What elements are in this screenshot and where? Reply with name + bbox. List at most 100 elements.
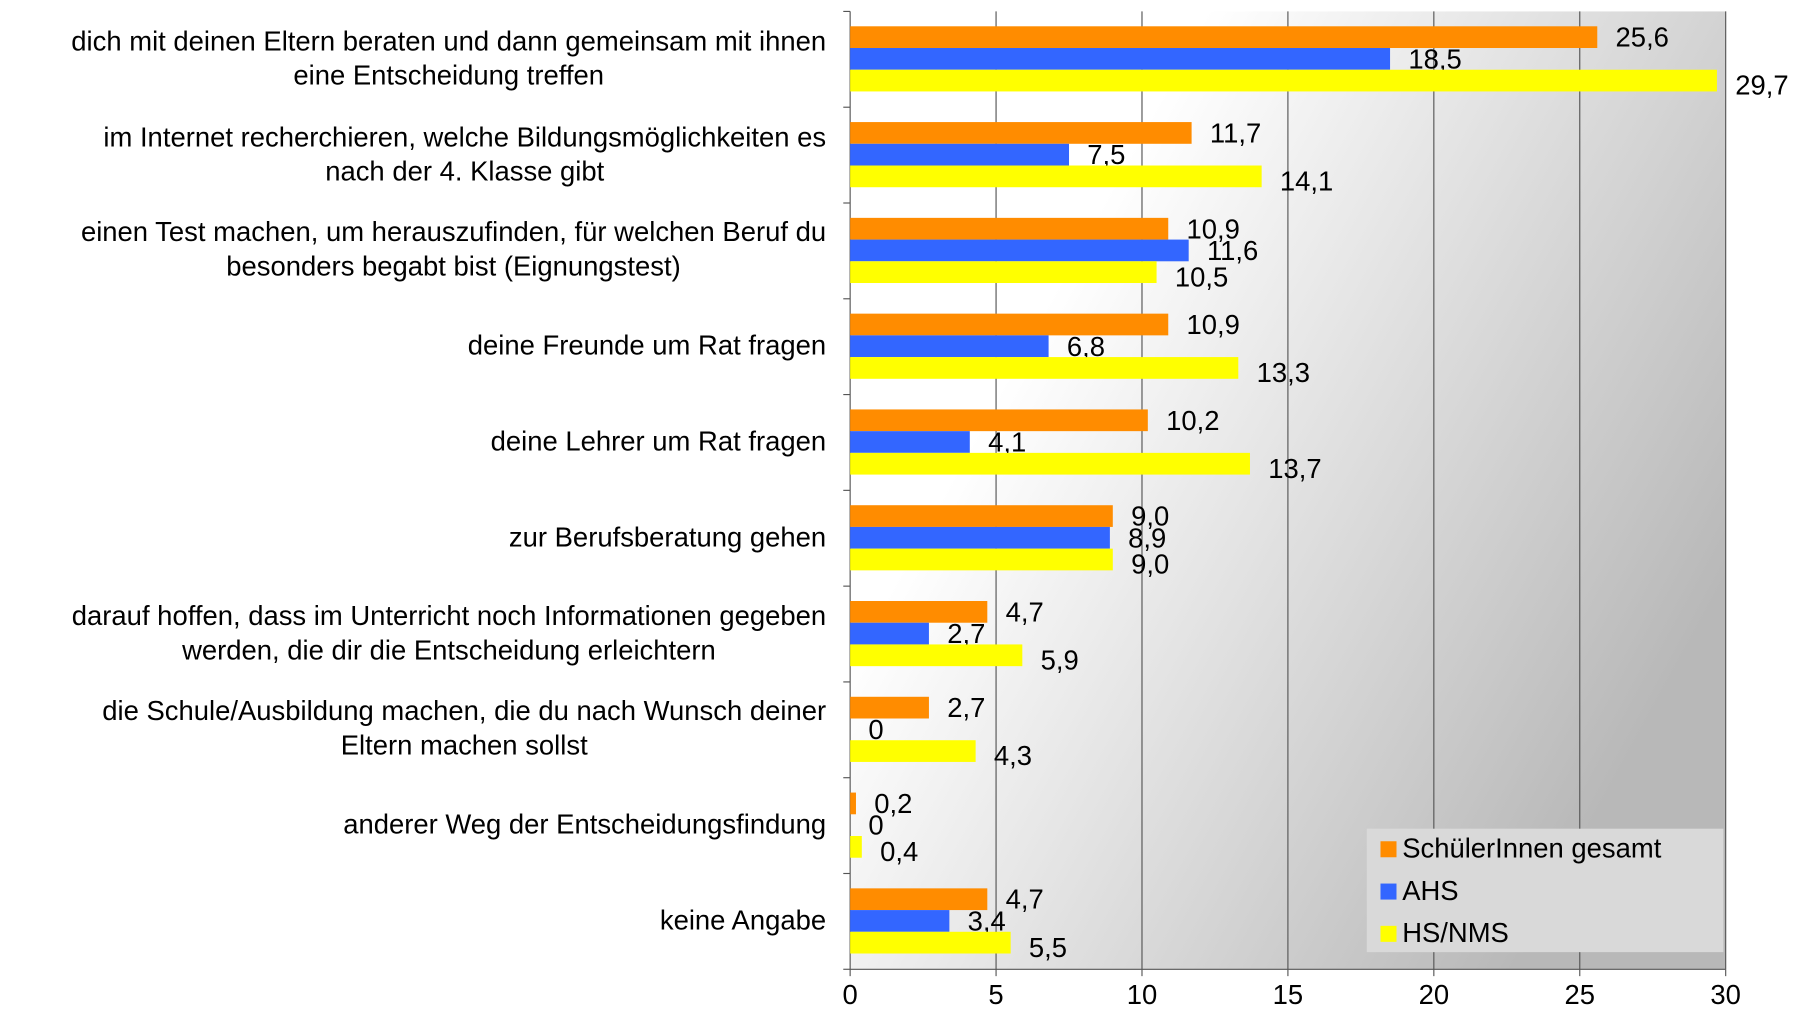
data-label: 10,2 bbox=[1166, 405, 1219, 436]
category-label-box: die Schule/Ausbildung machen, die du nac… bbox=[1, 682, 826, 778]
bar bbox=[850, 335, 1049, 358]
data-label: 4,7 bbox=[1006, 884, 1044, 915]
data-label: 8,9 bbox=[1128, 522, 1166, 553]
bar bbox=[850, 836, 862, 858]
category-label-wrap: die Schule/Ausbildung machen, die du nac… bbox=[1, 682, 826, 778]
bar bbox=[850, 239, 1189, 262]
y-tick-label: zur Berufsberatung gehen bbox=[508, 522, 827, 554]
x-tick-label: 25 bbox=[1565, 979, 1596, 1010]
x-tick-label: 15 bbox=[1273, 979, 1304, 1010]
category-label-wrap: deine Lehrer um Rat fragen bbox=[1, 395, 826, 491]
category-label-wrap: darauf hoffen, dass im Unterricht noch I… bbox=[1, 586, 826, 682]
data-label: 0,2 bbox=[874, 788, 912, 819]
bar bbox=[850, 452, 1250, 475]
legend-swatch bbox=[1380, 841, 1397, 858]
data-label: 11,7 bbox=[1210, 117, 1261, 148]
x-tick-label: 0 bbox=[843, 979, 858, 1010]
data-label: 0 bbox=[868, 714, 883, 745]
data-label: 2,7 bbox=[947, 692, 985, 723]
bar bbox=[850, 622, 929, 645]
category-label-wrap: einen Test machen, um herauszufinden, fü… bbox=[1, 203, 826, 299]
x-tick-label: 30 bbox=[1710, 979, 1741, 1010]
data-label: 11,6 bbox=[1207, 235, 1258, 266]
bar bbox=[850, 48, 1391, 70]
category-label-wrap: dich mit deinen Eltern beraten und dann … bbox=[1, 11, 826, 107]
data-label: 0,4 bbox=[880, 836, 918, 867]
bar bbox=[850, 644, 1023, 667]
data-label: 3,4 bbox=[968, 905, 1006, 936]
category-label-box: keine Angabe bbox=[1, 873, 826, 969]
category-label-box: darauf hoffen, dass im Unterricht noch I… bbox=[1, 586, 826, 682]
data-label: 10,9 bbox=[1187, 213, 1240, 244]
data-label: 18,5 bbox=[1408, 43, 1461, 74]
bar bbox=[850, 122, 1192, 144]
bar bbox=[850, 548, 1113, 571]
bar bbox=[850, 261, 1157, 284]
y-tick-label: deine Lehrer um Rat fragen bbox=[490, 426, 827, 458]
y-tick-label: deine Freunde um Rat fragen bbox=[467, 330, 827, 362]
data-label: 4,1 bbox=[988, 427, 1026, 458]
y-tick-label: die Schule/Ausbildung machen, die du nac… bbox=[102, 696, 827, 762]
data-label: 7,5 bbox=[1087, 139, 1125, 170]
data-label: 10,5 bbox=[1175, 261, 1228, 292]
bar bbox=[850, 165, 1262, 188]
bar bbox=[850, 217, 1169, 240]
data-label: 29,7 bbox=[1735, 70, 1788, 101]
data-label: 10,9 bbox=[1187, 309, 1240, 340]
bar bbox=[850, 600, 988, 623]
bar bbox=[850, 69, 1717, 92]
legend-label: HS/NMS bbox=[1402, 917, 1509, 948]
data-label: 9,0 bbox=[1131, 501, 1169, 532]
y-tick-label: dich mit deinen Eltern beraten und dann … bbox=[71, 26, 827, 92]
category-label-wrap: im Internet recherchieren, welche Bildun… bbox=[1, 107, 826, 203]
bar bbox=[850, 740, 976, 762]
data-label: 4,7 bbox=[1006, 596, 1044, 627]
category-label-wrap: keine Angabe bbox=[1, 873, 826, 969]
data-label: 4,3 bbox=[994, 740, 1032, 771]
x-tick-label: 20 bbox=[1419, 979, 1450, 1010]
bar bbox=[850, 26, 1598, 49]
category-label-box: anderer Weg der Entscheidungsfindung bbox=[1, 778, 826, 874]
y-tick-label: einen Test machen, um herauszufinden, fü… bbox=[80, 217, 827, 283]
data-label: 5,5 bbox=[1029, 932, 1067, 963]
category-label-box: im Internet recherchieren, welche Bildun… bbox=[1, 107, 826, 203]
data-label: 0 bbox=[868, 810, 883, 841]
legend-label: AHS bbox=[1402, 875, 1458, 906]
data-label: 5,9 bbox=[1041, 644, 1079, 675]
bar bbox=[850, 357, 1239, 379]
category-label-box: zur Berufsberatung gehen bbox=[1, 490, 826, 586]
data-label: 25,6 bbox=[1616, 22, 1669, 53]
x-tick-label: 10 bbox=[1127, 979, 1158, 1010]
bar bbox=[850, 431, 970, 453]
data-label: 14,1 bbox=[1280, 165, 1333, 196]
bar bbox=[850, 409, 1148, 432]
legend-label: SchülerInnen gesamt bbox=[1402, 833, 1662, 864]
data-label: 13,3 bbox=[1257, 357, 1310, 388]
category-label-box: deine Freunde um Rat fragen bbox=[1, 299, 826, 395]
bar bbox=[850, 931, 1011, 954]
bar bbox=[850, 505, 1113, 527]
bar bbox=[850, 696, 929, 719]
category-label-box: dich mit deinen Eltern beraten und dann … bbox=[1, 11, 826, 107]
category-label-wrap: anderer Weg der Entscheidungsfindung bbox=[1, 778, 826, 874]
legend-swatch bbox=[1380, 925, 1397, 942]
bar bbox=[850, 792, 856, 815]
bar bbox=[850, 143, 1070, 166]
bar bbox=[850, 910, 950, 932]
category-label-box: deine Lehrer um Rat fragen bbox=[1, 395, 826, 491]
y-tick-label: darauf hoffen, dass im Unterricht noch I… bbox=[71, 600, 827, 667]
data-label: 13,7 bbox=[1268, 453, 1321, 484]
category-label-wrap: zur Berufsberatung gehen bbox=[1, 490, 826, 586]
data-label: 2,7 bbox=[947, 618, 985, 649]
legend-box bbox=[1366, 828, 1724, 953]
bar bbox=[850, 888, 988, 911]
category-label-wrap: deine Freunde um Rat fragen bbox=[1, 299, 826, 395]
data-label: 6,8 bbox=[1067, 331, 1105, 362]
data-label: 9,0 bbox=[1131, 549, 1169, 580]
category-label-box: einen Test machen, um herauszufinden, fü… bbox=[1, 203, 826, 299]
legend-swatch bbox=[1380, 883, 1397, 900]
y-tick-label: keine Angabe bbox=[659, 905, 827, 937]
bar bbox=[850, 526, 1110, 549]
